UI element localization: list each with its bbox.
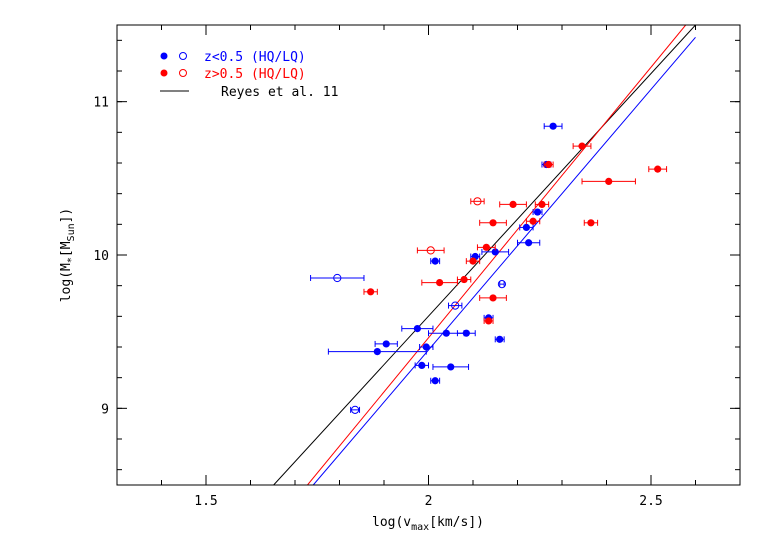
data-point: [447, 363, 455, 371]
legend-entry-red: z>0.5 (HQ/LQ): [160, 67, 306, 82]
y-axis-label: log(M*[MSun]): [59, 208, 77, 303]
data-point-open: [350, 405, 360, 414]
data-point: [654, 165, 662, 173]
plot-frame: [116, 24, 741, 486]
y-tick-label: 10: [93, 249, 109, 264]
legend-blue-open-marker: [179, 52, 187, 60]
x-axis-label: log(vmax[km/s]): [372, 515, 484, 533]
legend-label-blue: z<0.5 (HQ/LQ): [204, 50, 306, 65]
data-point: [489, 294, 497, 302]
data-point: [382, 340, 390, 348]
data-point-open: [497, 280, 507, 289]
data-point: [436, 279, 444, 287]
data-points: [310, 122, 668, 414]
data-point: [469, 257, 477, 265]
data-point: [533, 208, 542, 216]
data-point: [418, 361, 426, 369]
legend-label-red: z>0.5 (HQ/LQ): [204, 67, 306, 82]
data-point: [496, 335, 504, 343]
x-tick-label: 1.5: [194, 494, 217, 509]
data-point: [422, 343, 430, 351]
data-point-open: [333, 273, 342, 283]
data-point: [549, 122, 557, 130]
data-point: [484, 317, 493, 325]
data-point-open: [473, 197, 482, 206]
data-point: [367, 288, 375, 296]
data-point-open: [451, 301, 460, 310]
data-point: [491, 248, 499, 256]
data-point: [578, 142, 586, 150]
data-point: [529, 217, 537, 225]
data-point-open: [426, 246, 435, 255]
x-tick-label: 2.5: [639, 494, 662, 509]
data-point: [460, 275, 468, 284]
data-point: [462, 329, 470, 337]
data-point: [525, 239, 533, 247]
data-point: [509, 200, 517, 208]
legend-label-black: Reyes et al. 11: [221, 85, 338, 100]
x-tick-label: 2: [425, 494, 433, 509]
fit-line: [312, 36, 696, 485]
data-point: [413, 325, 421, 333]
fit-line: [273, 25, 696, 485]
data-point: [373, 348, 381, 356]
data-point: [431, 257, 439, 265]
y-tick-label: 9: [101, 402, 109, 417]
major-ticks: [117, 25, 740, 485]
legend-blue-filled-marker: [160, 52, 168, 60]
legend-red-filled-marker: [160, 69, 168, 77]
data-point: [587, 219, 595, 227]
tick-labels: 1.5 2 2.5 9 10 11: [93, 96, 662, 509]
legend: z<0.5 (HQ/LQ) z>0.5 (HQ/LQ) Reyes et al.…: [160, 50, 338, 100]
data-point: [442, 329, 450, 337]
data-point: [482, 243, 490, 251]
data-point: [431, 377, 439, 385]
legend-red-open-marker: [179, 69, 187, 77]
legend-entry-black: Reyes et al. 11: [160, 85, 338, 100]
data-point: [605, 177, 613, 185]
data-point: [489, 219, 497, 227]
data-point: [538, 200, 546, 208]
legend-entry-blue: z<0.5 (HQ/LQ): [160, 50, 306, 65]
y-tick-label: 11: [93, 96, 109, 111]
data-point: [522, 223, 531, 231]
data-point: [545, 160, 553, 169]
